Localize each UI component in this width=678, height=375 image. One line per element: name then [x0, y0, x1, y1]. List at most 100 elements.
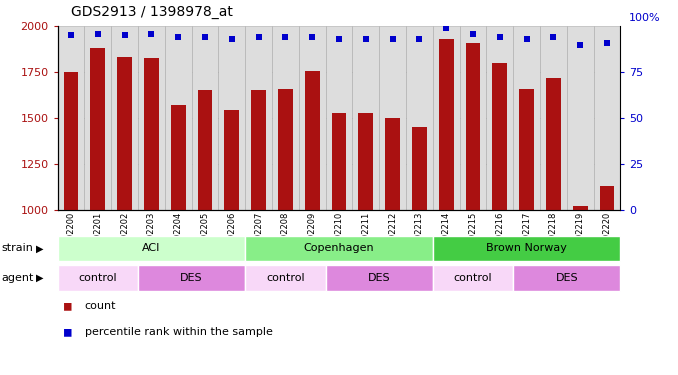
Point: [146, 31, 157, 37]
Text: GSM92201: GSM92201: [94, 212, 102, 257]
Text: GSM92210: GSM92210: [334, 212, 344, 257]
Point: [387, 36, 398, 42]
Bar: [171, 105, 186, 210]
Bar: [58, 236, 245, 261]
Text: GSM92212: GSM92212: [388, 212, 397, 257]
FancyBboxPatch shape: [138, 26, 165, 210]
Bar: [433, 236, 620, 261]
Point: [253, 34, 264, 40]
FancyBboxPatch shape: [433, 26, 460, 210]
FancyBboxPatch shape: [85, 26, 111, 210]
FancyBboxPatch shape: [299, 26, 325, 210]
Text: GSM92211: GSM92211: [361, 212, 370, 257]
Text: DES: DES: [368, 273, 391, 283]
Point: [494, 34, 505, 40]
Text: GSM92207: GSM92207: [254, 212, 263, 257]
Bar: [198, 90, 212, 210]
Text: GSM92213: GSM92213: [415, 212, 424, 257]
Bar: [573, 206, 588, 210]
Point: [441, 25, 452, 31]
Text: GSM92209: GSM92209: [308, 212, 317, 257]
FancyBboxPatch shape: [567, 26, 593, 210]
Text: count: count: [85, 301, 116, 310]
Text: ▶: ▶: [35, 243, 43, 254]
Point: [575, 42, 586, 48]
Point: [306, 34, 317, 40]
FancyBboxPatch shape: [192, 26, 218, 210]
Bar: [332, 112, 346, 210]
Point: [414, 36, 425, 42]
Bar: [224, 110, 239, 210]
Bar: [439, 39, 454, 210]
Point: [226, 36, 237, 42]
Text: GSM92205: GSM92205: [201, 212, 210, 257]
Text: percentile rank within the sample: percentile rank within the sample: [85, 327, 273, 337]
Point: [173, 34, 184, 40]
Text: GSM92216: GSM92216: [496, 212, 504, 257]
Text: GSM92203: GSM92203: [147, 212, 156, 257]
FancyBboxPatch shape: [593, 26, 620, 210]
Text: GSM92208: GSM92208: [281, 212, 290, 257]
Text: GSM92215: GSM92215: [468, 212, 477, 257]
Bar: [385, 118, 400, 210]
Text: GSM92202: GSM92202: [120, 212, 129, 257]
Bar: [252, 90, 266, 210]
Text: Copenhagen: Copenhagen: [304, 243, 374, 254]
FancyBboxPatch shape: [353, 26, 379, 210]
Bar: [245, 236, 433, 261]
Text: agent: agent: [1, 273, 34, 283]
Text: ■: ■: [64, 299, 72, 312]
FancyBboxPatch shape: [460, 26, 486, 210]
FancyBboxPatch shape: [379, 26, 406, 210]
Text: GSM92206: GSM92206: [227, 212, 237, 257]
Bar: [513, 265, 620, 291]
Text: GSM92218: GSM92218: [549, 212, 558, 257]
FancyBboxPatch shape: [218, 26, 245, 210]
Point: [601, 40, 612, 46]
Text: control: control: [79, 273, 117, 283]
Text: control: control: [454, 273, 492, 283]
Text: ■: ■: [64, 326, 72, 338]
Point: [199, 34, 210, 40]
Bar: [58, 265, 138, 291]
FancyBboxPatch shape: [165, 26, 192, 210]
Point: [119, 33, 130, 39]
FancyBboxPatch shape: [272, 26, 299, 210]
Bar: [359, 112, 373, 210]
Text: GSM92219: GSM92219: [576, 212, 584, 257]
Bar: [278, 89, 293, 210]
FancyBboxPatch shape: [111, 26, 138, 210]
FancyBboxPatch shape: [513, 26, 540, 210]
Bar: [90, 48, 105, 210]
Point: [92, 31, 103, 37]
Text: DES: DES: [180, 273, 203, 283]
Point: [548, 34, 559, 40]
Bar: [466, 43, 480, 210]
Text: control: control: [266, 273, 304, 283]
Bar: [492, 63, 507, 210]
Bar: [412, 128, 426, 210]
Point: [468, 31, 479, 37]
Text: 100%: 100%: [629, 13, 660, 24]
Text: ▶: ▶: [35, 273, 43, 283]
FancyBboxPatch shape: [245, 26, 272, 210]
Text: GSM92204: GSM92204: [174, 212, 182, 257]
Point: [334, 36, 344, 42]
Text: Brown Norway: Brown Norway: [486, 243, 567, 254]
Bar: [144, 58, 159, 210]
Text: GSM92214: GSM92214: [441, 212, 451, 257]
FancyBboxPatch shape: [406, 26, 433, 210]
FancyBboxPatch shape: [325, 26, 353, 210]
Point: [361, 36, 372, 42]
Bar: [138, 265, 245, 291]
Point: [66, 33, 77, 39]
FancyBboxPatch shape: [58, 26, 85, 210]
Text: DES: DES: [555, 273, 578, 283]
Bar: [599, 186, 614, 210]
Point: [521, 36, 532, 42]
Bar: [117, 57, 132, 210]
Text: GSM92220: GSM92220: [603, 212, 612, 257]
Bar: [305, 71, 319, 210]
Bar: [64, 72, 79, 210]
Text: GSM92217: GSM92217: [522, 212, 531, 257]
